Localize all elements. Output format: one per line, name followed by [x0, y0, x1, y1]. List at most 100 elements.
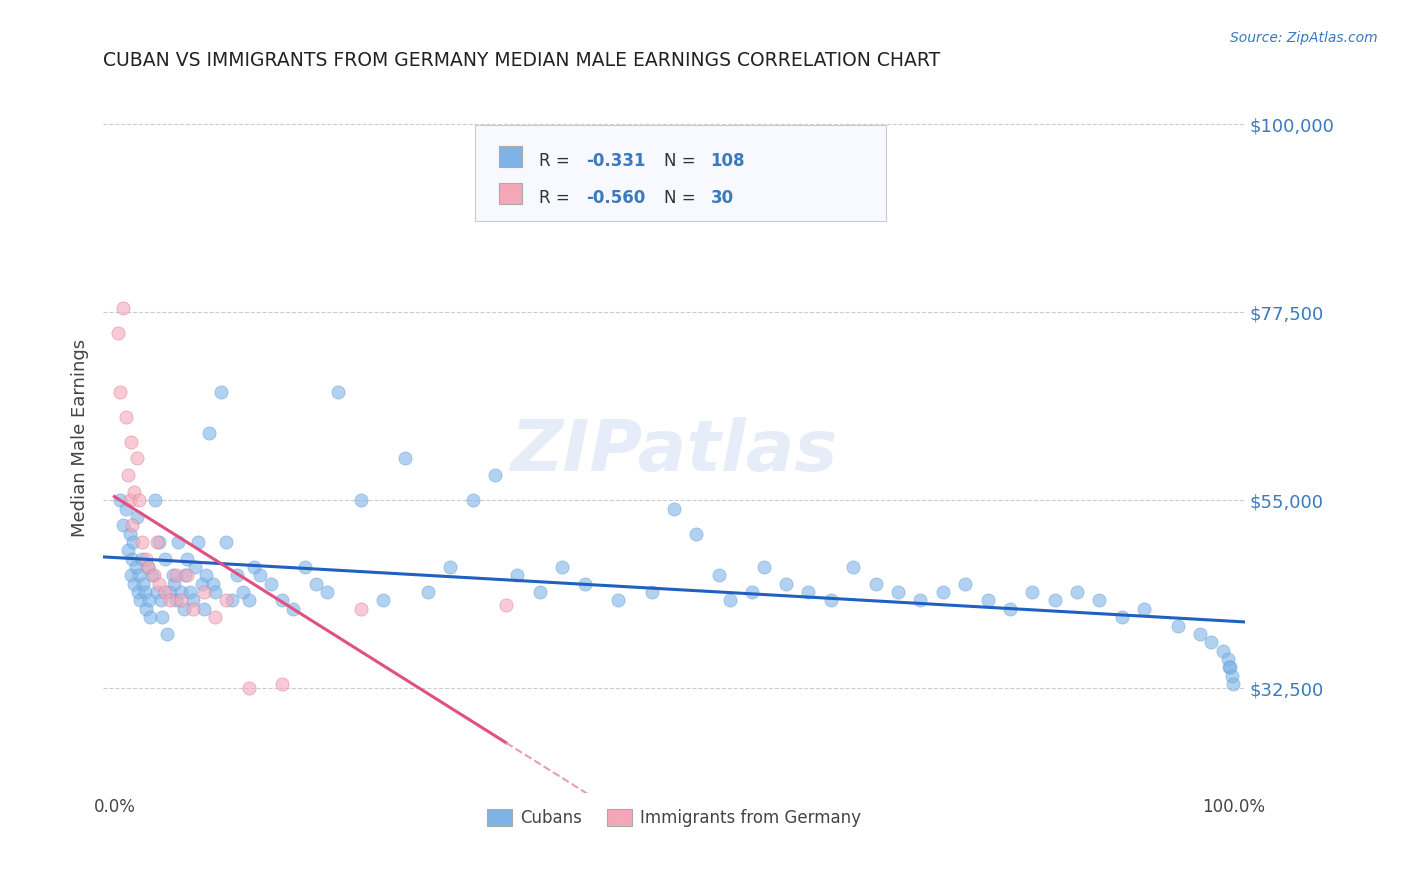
Point	[1219, 660, 1241, 674]
Point	[134, 585, 156, 599]
Point	[173, 602, 195, 616]
Point	[820, 593, 842, 607]
Point	[153, 551, 176, 566]
Point	[124, 484, 146, 499]
Point	[128, 568, 150, 582]
Point	[150, 593, 173, 607]
Y-axis label: Median Male Earnings: Median Male Earnings	[72, 338, 89, 537]
Point	[152, 610, 174, 624]
Text: N =: N =	[664, 153, 700, 170]
Point	[167, 535, 190, 549]
Point	[685, 526, 707, 541]
Point	[139, 610, 162, 624]
Point	[148, 535, 170, 549]
Point	[797, 585, 820, 599]
Point	[136, 560, 159, 574]
Point	[132, 576, 155, 591]
FancyBboxPatch shape	[499, 146, 522, 167]
Point	[124, 576, 146, 591]
Text: -0.560: -0.560	[586, 189, 645, 207]
Point	[238, 593, 260, 607]
Point	[143, 493, 166, 508]
Point	[120, 434, 142, 449]
Point	[118, 526, 141, 541]
Point	[198, 426, 221, 441]
Point	[181, 602, 204, 616]
Point	[163, 576, 186, 591]
Point	[394, 451, 416, 466]
Point	[416, 585, 439, 599]
Text: N =: N =	[664, 189, 700, 207]
Point	[204, 610, 226, 624]
Text: R =: R =	[540, 153, 575, 170]
Point	[165, 593, 187, 607]
Point	[112, 301, 135, 315]
Point	[112, 518, 135, 533]
Point	[1222, 677, 1244, 691]
Point	[159, 593, 181, 607]
Point	[146, 585, 169, 599]
Point	[752, 560, 775, 574]
Point	[551, 560, 574, 574]
Point	[176, 568, 198, 582]
Point	[122, 535, 145, 549]
Point	[887, 585, 910, 599]
Point	[349, 493, 371, 508]
Point	[1218, 660, 1240, 674]
Point	[641, 585, 664, 599]
Point	[125, 451, 148, 466]
Point	[232, 585, 254, 599]
Point	[998, 602, 1021, 616]
Point	[506, 568, 529, 582]
Point	[170, 593, 193, 607]
FancyBboxPatch shape	[499, 183, 522, 203]
Point	[349, 602, 371, 616]
Point	[221, 593, 243, 607]
Point	[283, 602, 305, 616]
Point	[181, 593, 204, 607]
Point	[114, 501, 136, 516]
Point	[176, 551, 198, 566]
Point	[1111, 610, 1133, 624]
Point	[238, 681, 260, 696]
Point	[1021, 585, 1043, 599]
Point	[305, 576, 328, 591]
Text: R =: R =	[540, 189, 575, 207]
Point	[249, 568, 271, 582]
Point	[156, 627, 179, 641]
Point	[127, 585, 149, 599]
Point	[153, 585, 176, 599]
Point	[108, 493, 131, 508]
Point	[1218, 652, 1240, 666]
Text: CUBAN VS IMMIGRANTS FROM GERMANY MEDIAN MALE EARNINGS CORRELATION CHART: CUBAN VS IMMIGRANTS FROM GERMANY MEDIAN …	[103, 51, 941, 70]
Point	[865, 576, 887, 591]
Point	[193, 602, 215, 616]
Point	[129, 593, 152, 607]
Point	[121, 518, 143, 533]
Point	[484, 468, 506, 483]
Point	[195, 568, 218, 582]
Point	[775, 576, 797, 591]
Point	[120, 568, 142, 582]
Point	[607, 593, 630, 607]
FancyBboxPatch shape	[475, 125, 886, 221]
Point	[529, 585, 551, 599]
Point	[121, 551, 143, 566]
Point	[108, 384, 131, 399]
Point	[179, 585, 201, 599]
Point	[1212, 643, 1234, 657]
Point	[201, 576, 224, 591]
Text: Source: ZipAtlas.com: Source: ZipAtlas.com	[1230, 31, 1378, 45]
Point	[162, 568, 184, 582]
Point	[1088, 593, 1111, 607]
Point	[159, 585, 181, 599]
Point	[271, 593, 294, 607]
Point	[226, 568, 249, 582]
Point	[271, 677, 294, 691]
Point	[170, 585, 193, 599]
Point	[495, 598, 517, 612]
Point	[1189, 627, 1212, 641]
Point	[204, 585, 226, 599]
Point	[165, 568, 187, 582]
Point	[1133, 602, 1156, 616]
